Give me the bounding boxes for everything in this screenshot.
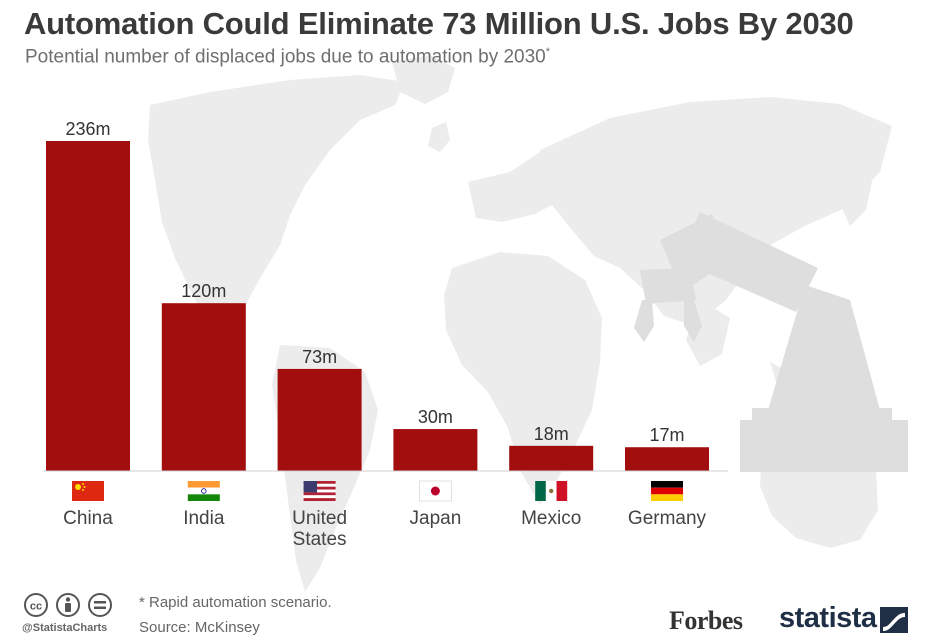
bar-germany (625, 447, 709, 471)
statista-logo-icon (880, 607, 908, 633)
cc-icon: cc (24, 593, 48, 617)
bar-india (161, 303, 246, 471)
svg-text:cc: cc (30, 601, 42, 613)
nd-icon (88, 593, 112, 617)
chart-title: Automation Could Eliminate 73 Million U.… (24, 6, 854, 41)
bar-united-states (277, 368, 362, 471)
flag-china-icon (72, 481, 104, 501)
category-label-china: China (63, 508, 113, 529)
bar-china (46, 141, 130, 471)
categories-layer: China India United States Japan Mexico Germany (63, 508, 706, 550)
bar-japan (393, 429, 478, 471)
category-label-india: India (183, 508, 225, 529)
subtitle-marker: * (545, 46, 551, 58)
statista-handle: @StatistaCharts (22, 622, 108, 634)
data-label-india: 120m (181, 281, 226, 301)
category-label-germany: Germany (628, 508, 707, 529)
category-label-united-states: United States (292, 508, 347, 550)
world-map-background (148, 55, 892, 592)
flag-india-icon (187, 481, 220, 501)
chart-subtitle: Potential number of displaced jobs due t… (25, 46, 550, 68)
data-label-mexico: 18m (534, 424, 569, 444)
flag-germany-icon (651, 481, 683, 501)
flag-mexico-icon (535, 481, 568, 501)
category-label-japan: Japan (410, 508, 462, 529)
robot-arm-background (634, 212, 908, 472)
data-label-china: 236m (65, 119, 110, 139)
bar-mexico (509, 445, 594, 471)
subtitle-text: Potential number of displaced jobs due t… (25, 46, 546, 68)
category-label-mexico: Mexico (521, 508, 581, 529)
footnote: * Rapid automation scenario. (139, 594, 332, 611)
data-label-germany: 17m (649, 425, 684, 445)
source-note: Source: McKinsey (139, 619, 260, 636)
forbes-logo[interactable]: Forbes (669, 606, 743, 635)
by-icon (56, 593, 80, 617)
license-icons: cc (24, 593, 112, 617)
statista-logo[interactable]: statista (779, 602, 877, 634)
flags-layer (72, 480, 683, 502)
data-label-japan: 30m (418, 407, 453, 427)
labels-layer: 236m 120m 73m 30m 18m 17m (65, 119, 684, 445)
flag-united-states-icon (303, 481, 336, 501)
flag-japan-icon (419, 480, 452, 502)
data-label-united-states: 73m (302, 347, 337, 367)
bars-layer (46, 141, 709, 471)
